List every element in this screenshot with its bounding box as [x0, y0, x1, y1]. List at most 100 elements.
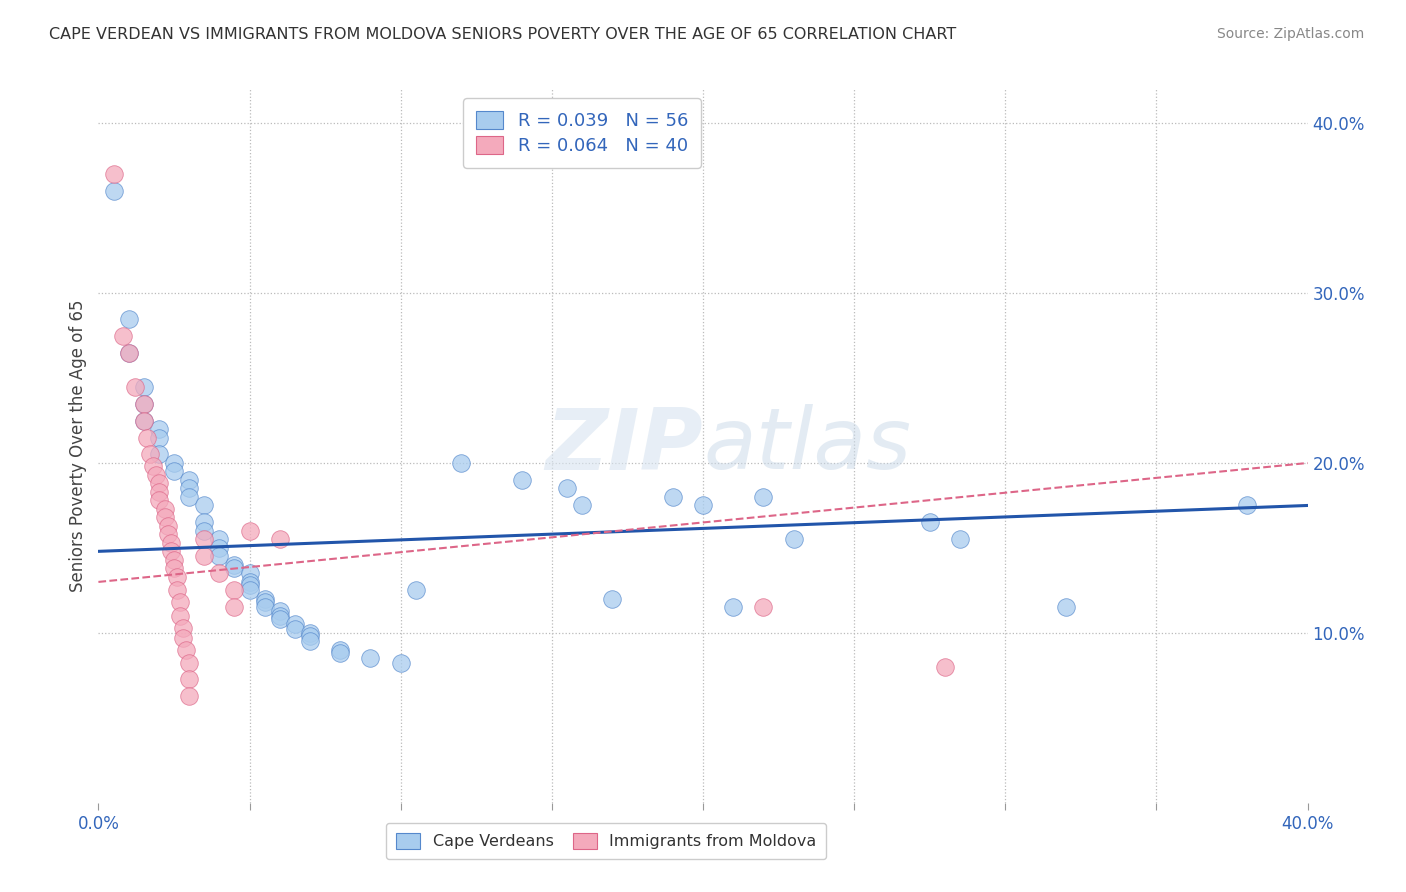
Point: [253, 591, 276, 606]
Point: [934, 660, 956, 674]
Point: [132, 396, 155, 410]
Point: [269, 533, 291, 547]
Point: [172, 621, 194, 635]
Point: [103, 167, 125, 181]
Point: [284, 617, 307, 632]
Point: [118, 345, 141, 359]
Point: [208, 566, 231, 581]
Point: [160, 536, 183, 550]
Point: [329, 643, 352, 657]
Point: [284, 623, 307, 637]
Point: [253, 600, 276, 615]
Point: [1236, 499, 1258, 513]
Legend: Cape Verdeans, Immigrants from Moldova: Cape Verdeans, Immigrants from Moldova: [387, 823, 827, 859]
Point: [172, 631, 194, 645]
Text: atlas: atlas: [703, 404, 911, 488]
Point: [239, 574, 262, 589]
Point: [148, 476, 170, 491]
Point: [163, 465, 186, 479]
Point: [179, 490, 201, 504]
Point: [166, 583, 188, 598]
Point: [169, 608, 191, 623]
Point: [193, 524, 215, 538]
Point: [208, 541, 231, 555]
Point: [179, 473, 201, 487]
Point: [156, 527, 179, 541]
Point: [269, 604, 291, 618]
Point: [208, 533, 231, 547]
Point: [299, 629, 322, 643]
Point: [148, 493, 170, 508]
Point: [153, 501, 176, 516]
Point: [193, 516, 215, 530]
Point: [571, 499, 593, 513]
Point: [253, 595, 276, 609]
Point: [174, 643, 197, 657]
Point: [148, 430, 170, 444]
Point: [179, 482, 201, 496]
Point: [239, 524, 262, 538]
Point: [111, 328, 134, 343]
Point: [179, 657, 201, 671]
Point: [329, 646, 352, 660]
Point: [299, 626, 322, 640]
Point: [723, 600, 745, 615]
Point: [602, 591, 624, 606]
Point: [193, 499, 215, 513]
Point: [153, 510, 176, 524]
Point: [224, 600, 246, 615]
Point: [118, 345, 141, 359]
Point: [662, 490, 685, 504]
Point: [118, 311, 141, 326]
Point: [148, 422, 170, 436]
Point: [555, 482, 578, 496]
Point: [752, 600, 775, 615]
Text: ZIP: ZIP: [546, 404, 703, 488]
Point: [148, 484, 170, 499]
Point: [179, 672, 201, 686]
Point: [239, 583, 262, 598]
Point: [139, 448, 162, 462]
Point: [103, 184, 125, 198]
Point: [166, 570, 188, 584]
Point: [752, 490, 775, 504]
Point: [160, 544, 183, 558]
Point: [208, 549, 231, 564]
Point: [269, 608, 291, 623]
Point: [299, 634, 322, 648]
Point: [918, 516, 941, 530]
Point: [692, 499, 714, 513]
Point: [1054, 600, 1077, 615]
Point: [389, 657, 412, 671]
Point: [224, 561, 246, 575]
Point: [124, 379, 146, 393]
Point: [360, 651, 382, 665]
Point: [193, 549, 215, 564]
Point: [783, 533, 806, 547]
Point: [239, 578, 262, 592]
Point: [169, 595, 191, 609]
Point: [145, 467, 167, 482]
Point: [132, 413, 155, 427]
Point: [224, 583, 246, 598]
Point: [132, 379, 155, 393]
Point: [193, 533, 215, 547]
Point: [450, 456, 472, 470]
Point: [179, 689, 201, 703]
Text: Source: ZipAtlas.com: Source: ZipAtlas.com: [1216, 27, 1364, 41]
Point: [142, 459, 165, 474]
Point: [510, 473, 533, 487]
Point: [405, 583, 427, 598]
Point: [163, 561, 186, 575]
Point: [156, 519, 179, 533]
Point: [135, 430, 157, 444]
Point: [269, 612, 291, 626]
Point: [132, 413, 155, 427]
Text: CAPE VERDEAN VS IMMIGRANTS FROM MOLDOVA SENIORS POVERTY OVER THE AGE OF 65 CORRE: CAPE VERDEAN VS IMMIGRANTS FROM MOLDOVA …: [49, 27, 956, 42]
Point: [148, 448, 170, 462]
Point: [132, 396, 155, 410]
Y-axis label: Seniors Poverty Over the Age of 65: Seniors Poverty Over the Age of 65: [69, 300, 87, 592]
Point: [163, 553, 186, 567]
Point: [239, 566, 262, 581]
Point: [163, 456, 186, 470]
